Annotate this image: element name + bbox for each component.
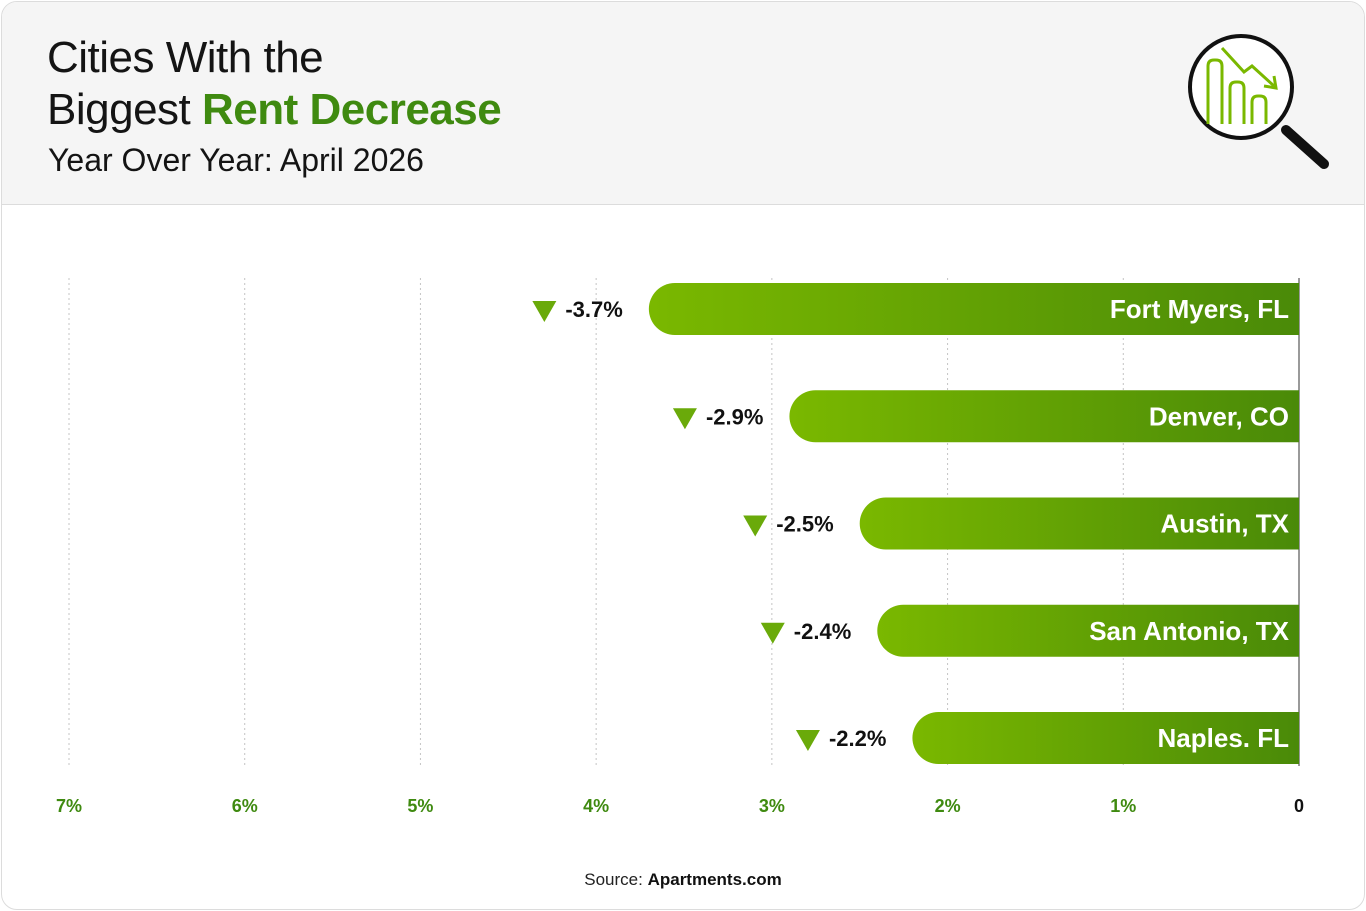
bar-category-label: Fort Myers, FL — [1110, 294, 1289, 324]
bar — [859, 497, 1299, 550]
x-tick-label: 7% — [56, 796, 82, 816]
down-triangle-icon — [532, 301, 557, 322]
bar — [912, 712, 1299, 764]
bars: Fort Myers, FL -3.7% Denver, CO -2.9% Austin… — [532, 283, 1299, 764]
bar — [789, 390, 1299, 443]
bar — [877, 604, 1299, 657]
x-axis-ticks: 7% 6% 5% 4% 3% 2% 1% 0 — [56, 796, 1304, 816]
bar-category-label: San Antonio, TX — [1089, 616, 1289, 646]
bar-value-label: -2.5% — [776, 512, 833, 537]
title-line-1: Cities With the — [47, 33, 324, 82]
down-triangle-icon — [743, 515, 768, 537]
title-accent: Rent Decrease — [201, 85, 502, 134]
grid-lines — [68, 278, 1300, 766]
x-tick-label: 0 — [1294, 796, 1304, 816]
source-name: Apartments.com — [647, 870, 782, 889]
magnifier-declining-chart-icon — [1186, 32, 1336, 187]
x-tick-label: 1% — [1110, 796, 1136, 816]
down-triangle-icon — [672, 408, 697, 430]
bar-value-label: -2.9% — [706, 404, 763, 429]
x-tick-label: 2% — [935, 796, 961, 816]
title-plain: Biggest — [47, 85, 202, 134]
page-subtitle: Year Over Year: April 2026 — [48, 142, 424, 178]
x-tick-label: 4% — [583, 796, 609, 816]
title-line-2: Biggest Rent Decrease — [47, 84, 502, 136]
bar-category-label: Denver, CO — [1149, 401, 1289, 431]
bar-category-label: Naples. FL — [1158, 723, 1290, 753]
bar-value-label: -2.2% — [829, 726, 886, 751]
down-triangle-icon — [795, 730, 820, 751]
page-title: Cities With the Biggest Rent Decrease — [47, 32, 502, 136]
source-note: Source: Apartments.com — [0, 870, 1366, 890]
header: Cities With the Biggest Rent Decrease Ye… — [2, 2, 1364, 205]
x-tick-label: 6% — [232, 796, 258, 816]
bar — [648, 283, 1299, 335]
bar-category-label: Austin, TX — [1160, 509, 1289, 539]
source-label: Source: — [584, 870, 648, 889]
bar-value-label: -2.4% — [794, 619, 851, 644]
down-triangle-icon — [760, 622, 785, 644]
bar-value-label: -3.7% — [565, 297, 622, 322]
x-tick-label: 5% — [407, 796, 433, 816]
x-tick-label: 3% — [759, 796, 785, 816]
